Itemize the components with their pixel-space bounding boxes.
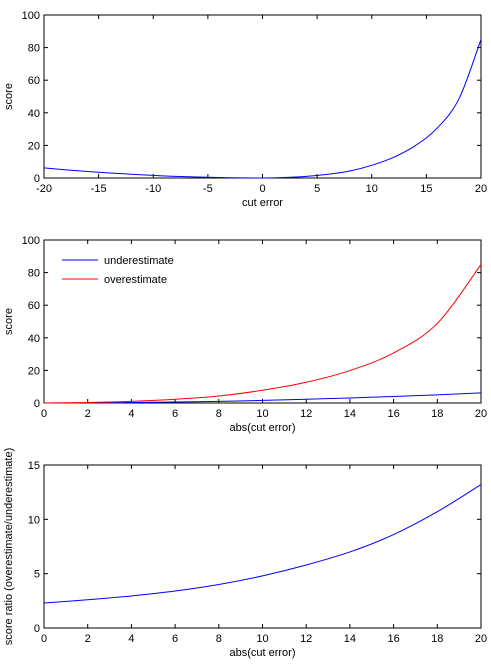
x-tick-label: 4 bbox=[128, 633, 134, 645]
y-tick-label: 0 bbox=[34, 173, 40, 185]
x-tick-label: 20 bbox=[475, 633, 487, 645]
y-tick-label: 40 bbox=[28, 108, 40, 120]
x-tick-label: -20 bbox=[36, 183, 52, 195]
x-tick-label: 10 bbox=[366, 183, 378, 195]
legend-label-underestimate: underestimate bbox=[104, 255, 174, 267]
chart-2: 0 2 4 6 8 10 12 14 16 18 20 0 20 40 60 80 100 abs(cut err… bbox=[3, 235, 487, 434]
plot-area bbox=[43, 14, 482, 179]
y-tick-label: 20 bbox=[28, 140, 40, 152]
x-tick-label: 10 bbox=[256, 633, 268, 645]
plot-area bbox=[43, 464, 482, 629]
y-axis-label: score ratio (overestimate/underestimate) bbox=[3, 448, 15, 645]
x-tick-label: 16 bbox=[387, 408, 399, 420]
y-tick-label: 10 bbox=[28, 514, 40, 526]
series-line-underestimate bbox=[43, 392, 482, 404]
x-tick-label: 8 bbox=[216, 408, 222, 420]
x-tick-label: 14 bbox=[344, 633, 356, 645]
y-axis-label: score bbox=[3, 83, 15, 110]
x-tick-label: 14 bbox=[344, 408, 356, 420]
x-tick-label: 10 bbox=[256, 408, 268, 420]
legend-label-overestimate: overestimate bbox=[104, 274, 167, 286]
x-axis-label: abs(cut error) bbox=[229, 647, 295, 659]
x-tick-label: 2 bbox=[85, 408, 91, 420]
y-tick-label: 100 bbox=[22, 10, 40, 22]
x-tick-label: 18 bbox=[431, 633, 443, 645]
x-tick-label: 6 bbox=[172, 633, 178, 645]
x-tick-label: 15 bbox=[420, 183, 432, 195]
legend: underestimate overestimate bbox=[52, 248, 187, 290]
y-tick-label: 80 bbox=[28, 43, 40, 55]
x-tick-label: 0 bbox=[259, 183, 265, 195]
y-tick-label: 60 bbox=[28, 300, 40, 312]
x-tick-label: 0 bbox=[41, 633, 47, 645]
legend-box bbox=[52, 248, 187, 290]
x-tick-label: 12 bbox=[300, 408, 312, 420]
x-tick-label: 12 bbox=[300, 633, 312, 645]
x-tick-label: 20 bbox=[475, 408, 487, 420]
series-line-1 bbox=[43, 39, 482, 179]
chart-3: 0 2 4 6 8 10 12 14 16 18 20 0 5 10 15 abs(cut error) sco… bbox=[3, 448, 487, 659]
x-tick-label: 5 bbox=[314, 183, 320, 195]
y-tick-label: 0 bbox=[34, 398, 40, 410]
x-tick-label: 8 bbox=[216, 633, 222, 645]
y-tick-label: 60 bbox=[28, 75, 40, 87]
x-tick-label: 20 bbox=[475, 183, 487, 195]
x-tick-label: 0 bbox=[41, 408, 47, 420]
x-tick-label: 18 bbox=[431, 408, 443, 420]
x-tick-label: 6 bbox=[172, 408, 178, 420]
x-tick-label: 16 bbox=[387, 633, 399, 645]
x-tick-label: 4 bbox=[128, 408, 134, 420]
y-tick-label: 20 bbox=[28, 365, 40, 377]
y-tick-label: 40 bbox=[28, 333, 40, 345]
x-axis-label: abs(cut error) bbox=[229, 422, 295, 434]
x-tick-label: -5 bbox=[203, 183, 213, 195]
y-tick-label: 0 bbox=[34, 623, 40, 635]
chart-1: -20 -15 -10 -5 0 5 10 15 20 0 20 40 60 80 100 cut error… bbox=[3, 10, 487, 209]
y-tick-label: 80 bbox=[28, 268, 40, 280]
x-tick-label: -15 bbox=[91, 183, 107, 195]
y-tick-label: 15 bbox=[28, 460, 40, 472]
x-axis-label: cut error bbox=[242, 197, 283, 209]
x-tick-label: -10 bbox=[145, 183, 161, 195]
x-tick-label: 2 bbox=[85, 633, 91, 645]
series-line-1 bbox=[43, 484, 482, 604]
y-tick-label: 5 bbox=[34, 569, 40, 581]
y-tick-label: 100 bbox=[22, 235, 40, 247]
series-line-overestimate bbox=[43, 264, 482, 404]
y-axis-label: score bbox=[3, 308, 15, 335]
